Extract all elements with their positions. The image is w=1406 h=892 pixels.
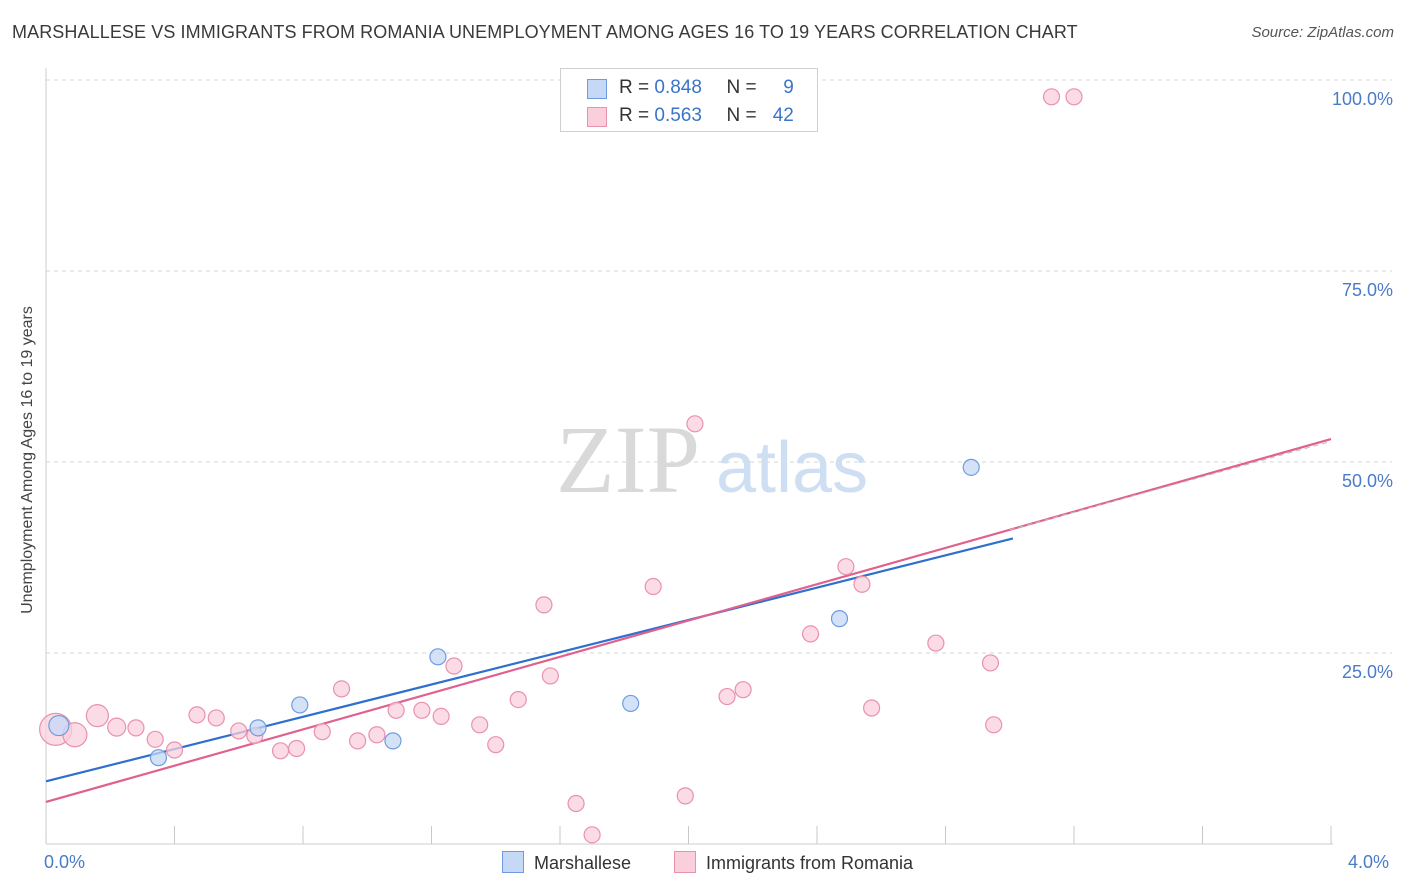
point-marshallese bbox=[830, 610, 849, 628]
point-marshallese bbox=[249, 719, 267, 737]
y-axis-label: Unemployment Among Ages 16 to 19 years bbox=[19, 306, 36, 614]
point-romania bbox=[863, 699, 881, 717]
point-romania bbox=[445, 657, 463, 675]
point-romania bbox=[165, 741, 184, 759]
point-romania bbox=[471, 716, 489, 734]
bottom-legend-label: Marshallese bbox=[534, 853, 632, 873]
x-tick-label-min: 0.0% bbox=[44, 852, 86, 872]
trend-extension bbox=[1009, 440, 1332, 531]
trend-line bbox=[45, 537, 1014, 783]
point-marshallese bbox=[48, 714, 70, 737]
point-romania bbox=[432, 707, 450, 726]
point-marshallese bbox=[384, 732, 402, 750]
point-romania bbox=[271, 742, 290, 760]
point-romania bbox=[230, 722, 248, 740]
point-romania bbox=[1042, 88, 1061, 106]
point-romania bbox=[686, 415, 704, 433]
point-romania bbox=[188, 706, 206, 724]
x-tick-label-max: 4.0% bbox=[1348, 852, 1390, 872]
source-note: Source: ZipAtlas.com bbox=[1251, 24, 1394, 41]
bottom-legend-label: Immigrants from Romania bbox=[706, 853, 914, 873]
point-romania bbox=[535, 596, 553, 614]
point-romania bbox=[567, 794, 585, 813]
legend-r-value: 0.563 bbox=[654, 105, 702, 126]
axis-layer: 25.0% 50.0% 75.0% 100.0% bbox=[45, 68, 1393, 845]
point-romania bbox=[927, 634, 945, 652]
point-romania bbox=[332, 680, 351, 698]
point-romania bbox=[387, 701, 405, 719]
bottom-legend-romania: Immigrants from Romania bbox=[674, 851, 913, 874]
legend-swatch-blue bbox=[587, 79, 607, 99]
point-marshallese bbox=[962, 458, 980, 476]
point-romania bbox=[853, 575, 871, 593]
legend-n-value: 42 bbox=[772, 105, 794, 126]
point-romania bbox=[287, 739, 306, 758]
legend: R = 0.848 N = 9 R = 0.563 N = 42 bbox=[560, 68, 818, 132]
point-romania bbox=[981, 654, 1000, 672]
point-marshallese bbox=[429, 648, 447, 666]
point-romania bbox=[1065, 88, 1083, 106]
point-romania bbox=[734, 681, 752, 699]
point-romania bbox=[509, 691, 527, 709]
point-romania bbox=[801, 625, 820, 643]
points-layer bbox=[39, 88, 1083, 844]
legend-r-label: R = bbox=[619, 105, 655, 126]
bottom-legend-swatch-pink bbox=[674, 851, 696, 873]
point-romania bbox=[349, 732, 367, 750]
point-romania bbox=[487, 736, 505, 754]
point-marshallese bbox=[622, 694, 640, 713]
legend-swatch-pink bbox=[587, 107, 607, 127]
watermark-atlas: atlas bbox=[716, 428, 868, 508]
point-romania bbox=[127, 719, 145, 737]
point-romania bbox=[583, 826, 601, 844]
point-romania bbox=[107, 717, 127, 737]
point-romania bbox=[85, 704, 110, 728]
point-marshallese bbox=[149, 749, 168, 767]
point-romania bbox=[413, 701, 431, 719]
legend-n-value: 9 bbox=[783, 77, 794, 98]
y-tick-label: 50.0% bbox=[1342, 471, 1393, 491]
point-romania bbox=[985, 716, 1003, 734]
legend-r-label: R = bbox=[619, 77, 655, 98]
point-marshallese bbox=[291, 696, 309, 714]
point-romania bbox=[313, 723, 331, 741]
point-romania bbox=[368, 726, 386, 744]
point-romania bbox=[146, 730, 164, 748]
bottom-legend-marshallese: Marshallese bbox=[502, 851, 631, 874]
point-romania bbox=[837, 558, 855, 576]
point-romania bbox=[207, 709, 225, 727]
legend-n-label: N = bbox=[726, 105, 762, 126]
point-romania bbox=[644, 577, 662, 596]
legend-r-value: 0.848 bbox=[654, 77, 702, 98]
point-romania bbox=[676, 787, 694, 805]
legend-n-label: N = bbox=[726, 77, 762, 98]
chart-title: MARSHALLESE VS IMMIGRANTS FROM ROMANIA U… bbox=[12, 22, 1078, 42]
watermark-zip: ZIP bbox=[556, 406, 700, 513]
y-tick-label: 100.0% bbox=[1332, 89, 1393, 109]
grid-layer bbox=[46, 79, 1392, 654]
point-romania bbox=[718, 687, 736, 706]
y-tick-label: 75.0% bbox=[1342, 280, 1393, 300]
y-tick-label: 25.0% bbox=[1342, 662, 1393, 682]
watermark: ZIP atlas bbox=[556, 406, 868, 513]
bottom-legend-swatch-blue bbox=[502, 851, 524, 873]
point-romania bbox=[541, 667, 559, 685]
